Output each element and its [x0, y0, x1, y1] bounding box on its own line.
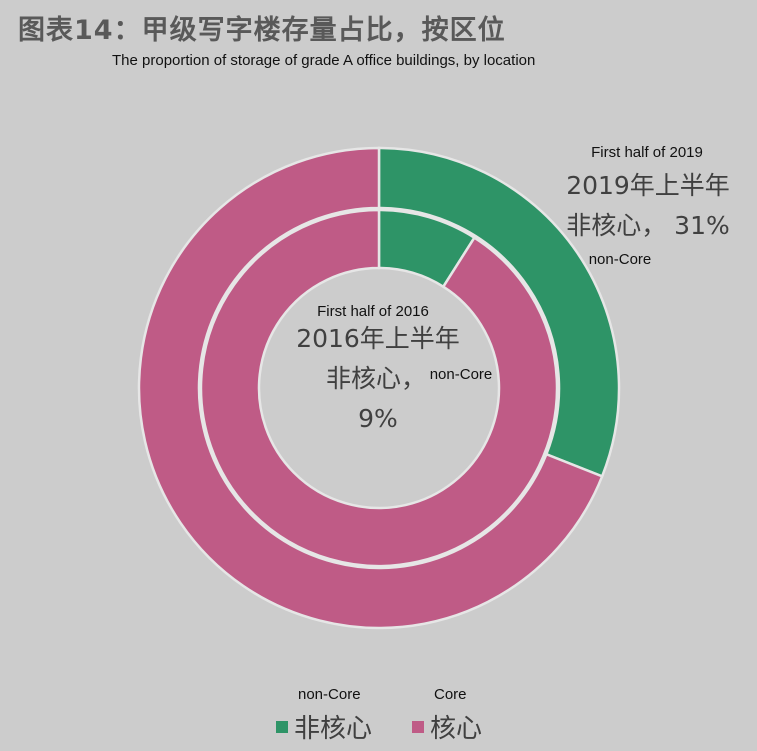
outer-ring-slice-core — [137, 146, 604, 630]
inner-ring-slice-core — [199, 208, 559, 568]
legend-en-non-core: non-Core — [298, 686, 361, 703]
outer-ring-slice-non-core — [377, 146, 621, 478]
chart-subtitle: The proportion of storage of grade A off… — [112, 52, 536, 69]
outer-ring-label-line2: 非核心， 31% — [566, 211, 730, 240]
inner-ring-label-line2: 非核心， — [326, 364, 426, 393]
legend: non-Core Core 非核心 核心 — [0, 686, 757, 750]
legend-en-core: Core — [434, 686, 467, 703]
chart-title: 图表14：甲级写字楼存量占比，按区位 — [18, 15, 506, 46]
legend-label-core: 核心 — [430, 714, 483, 744]
legend-swatch-core — [412, 720, 424, 733]
inner-ring-period-label: First half of 2016 — [317, 303, 429, 320]
legend-item-core: 核心 — [412, 708, 482, 745]
legend-swatch-non-core — [276, 720, 288, 733]
outer-ring-en-label: non-Core — [589, 251, 652, 268]
legend-label-non-core: 非核心 — [294, 714, 373, 744]
donut-chart: First half of 2019 2019年上半年 非核心， 31% non… — [137, 144, 730, 630]
inner-ring-label-line1: 2016年上半年 — [296, 324, 460, 353]
outer-ring-label-line1: 2019年上半年 — [566, 171, 730, 200]
inner-ring-label-line3: 9% — [358, 404, 398, 433]
legend-item-non-core: 非核心 — [276, 708, 372, 745]
outer-ring-period-label: First half of 2019 — [591, 144, 703, 161]
inner-ring-en-label: non-Core — [430, 366, 493, 383]
